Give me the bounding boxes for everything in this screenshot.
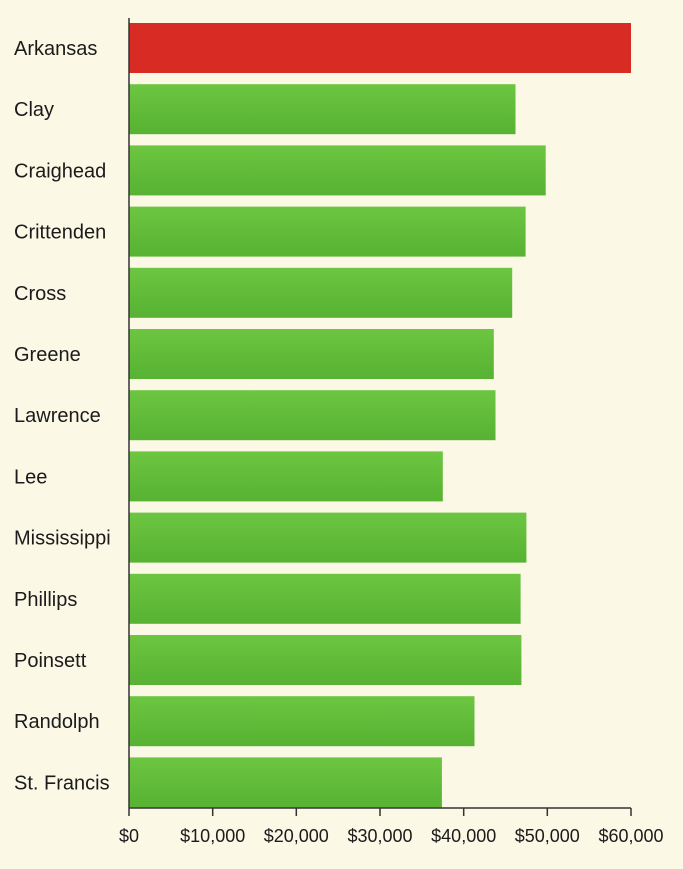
category-label-crittenden: Crittenden [14,222,106,244]
category-label-clay: Clay [14,99,54,121]
category-label-mississippi: Mississippi [14,528,111,550]
category-label-craighead: Craighead [14,160,106,182]
category-label-cross: Cross [14,283,66,305]
category-label-greene: Greene [14,344,81,366]
bar-lee [129,451,443,502]
category-label-randolph: Randolph [14,711,100,733]
category-label-lee: Lee [14,466,47,488]
bar-greene [129,329,494,379]
category-label-phillips: Phillips [14,589,77,611]
x-tick-label-1: $10,000 [180,826,245,846]
bar-arkansas [129,23,631,73]
bar-crittenden [129,206,526,257]
category-label-poinsett: Poinsett [14,650,87,672]
x-tick-label-3: $30,000 [347,826,412,846]
bar-clay [129,84,516,135]
x-tick-label-6: $60,000 [598,826,663,846]
category-label-st-francis: St. Francis [14,772,110,794]
category-label-lawrence: Lawrence [14,405,101,427]
x-tick-label-2: $20,000 [264,826,329,846]
x-tick-label-4: $40,000 [431,826,496,846]
x-tick-label-5: $50,000 [515,826,580,846]
bar-cross [129,267,513,318]
bar-st-francis [129,757,442,808]
bar-randolph [129,696,475,747]
bar-lawrence [129,390,496,441]
bar-phillips [129,573,521,624]
x-tick-label-0: $0 [119,826,139,846]
bar-poinsett [129,635,522,685]
bar-mississippi [129,512,527,563]
category-label-arkansas: Arkansas [14,38,97,60]
bar-craighead [129,145,546,196]
